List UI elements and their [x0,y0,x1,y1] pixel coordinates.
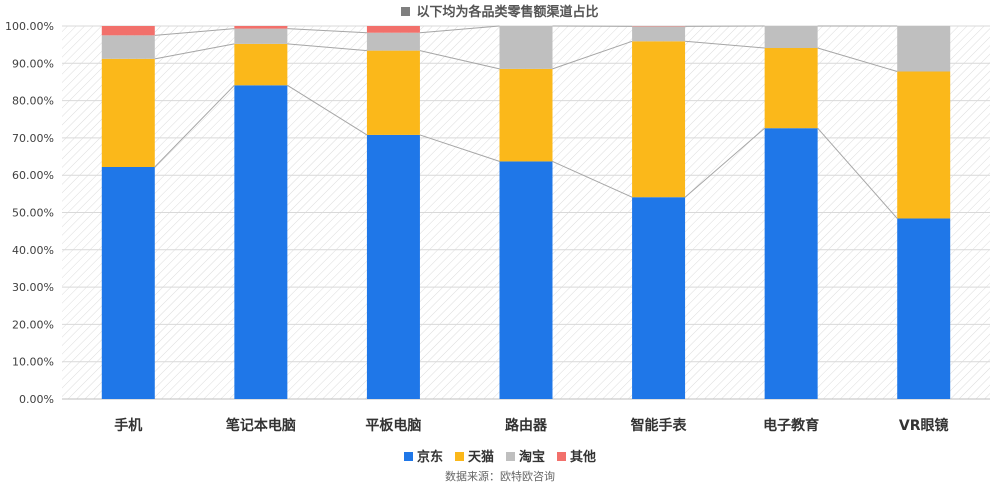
legend-label: 天猫 [467,450,494,465]
series-connector-line [817,127,898,219]
series-connector-line [154,43,235,60]
bar-segment-其他 [234,26,288,29]
bar-segment-天猫 [764,48,818,129]
x-tick-label: 电子教育 [763,417,819,434]
bar-segment-京东 [632,197,686,399]
bar-segment-京东 [764,128,818,399]
bar-segment-京东 [366,134,420,399]
bar-segment-淘宝 [101,35,155,59]
chart-title-text: 以下均为各品类零售额渠道占比 [416,5,599,20]
legend-swatch [506,452,515,461]
bar-segment-京东 [897,218,951,399]
y-tick-label: 80.00% [12,95,54,108]
bar-segment-其他 [101,26,155,36]
stacked-bar-chart: 0.00% 10.00% 20.00% 30.00% 40.00% 50.00% 60.00… [5,20,990,434]
bar-segment-淘宝 [499,26,553,69]
legend-item: 其他 [557,446,596,465]
bar-segment-淘宝 [897,26,951,72]
series-connector-line [419,25,500,34]
series-connector-line [684,127,765,198]
legend-item: 京东 [403,446,443,465]
legend-swatch [403,452,413,461]
y-tick-label: 10.00% [12,356,54,369]
bar-segment-天猫 [499,68,553,162]
bar-segment-其他 [366,26,420,33]
x-tick-label: 路由器 [505,417,548,434]
bar-segment-京东 [101,166,155,399]
series-connector-line [817,47,898,72]
legend-label: 其他 [570,450,597,465]
legend-item: 天猫 [454,446,494,465]
series-connector-line [552,160,633,198]
legend-item: 淘宝 [506,446,545,465]
bar-segment-京东 [499,161,553,399]
bar-segment-天猫 [101,58,155,167]
bar-segment-京东 [234,85,288,399]
bar-segment-天猫 [366,50,420,135]
x-tick-label: 笔记本电脑 [226,417,296,434]
series-connector-line [685,40,765,49]
y-tick-label: 90.00% [12,57,54,70]
x-tick-label: 智能手表 [630,417,688,434]
chart-title: 以下均为各品类零售额渠道占比 [0,1,1000,20]
series-connector-line [419,134,500,162]
y-tick-label: 30.00% [12,281,54,294]
bar-segment-天猫 [897,71,951,219]
series-connector-line [287,84,368,136]
legend-label: 淘宝 [519,450,546,465]
legend-swatch [557,452,567,461]
series-connector-line [287,28,367,34]
legend-label: 京东 [416,450,443,465]
bar-segment-淘宝 [764,26,818,49]
bar-segment-天猫 [234,43,288,86]
series-connector-line [552,40,633,70]
source-note: 数据来源：欧特欧咨询 [445,470,555,483]
series-connector-line [419,50,500,70]
y-tick-label: 0.00% [19,393,54,406]
legend: 京东 天猫 淘宝 其他 [0,446,1000,465]
bar-segment-淘宝 [632,26,686,42]
title-marker [401,7,411,16]
x-tick-label: 手机 [114,417,142,434]
x-tick-label: VR眼镜 [899,417,949,434]
series-connector-line [287,43,367,52]
bar-segment-天猫 [632,41,686,198]
bar-segment-淘宝 [366,32,420,51]
series-connector-line [154,28,235,36]
y-tick-label: 100.00% [5,20,54,33]
series-connector-line [154,84,235,168]
y-tick-label: 50.00% [12,207,54,220]
y-tick-label: 20.00% [12,318,54,331]
y-tick-label: 40.00% [12,244,54,257]
bar-segment-淘宝 [234,28,288,44]
y-tick-label: 70.00% [12,132,54,145]
legend-swatch [454,452,464,461]
x-tick-label: 平板电脑 [365,417,421,434]
y-tick-label: 60.00% [12,169,54,182]
